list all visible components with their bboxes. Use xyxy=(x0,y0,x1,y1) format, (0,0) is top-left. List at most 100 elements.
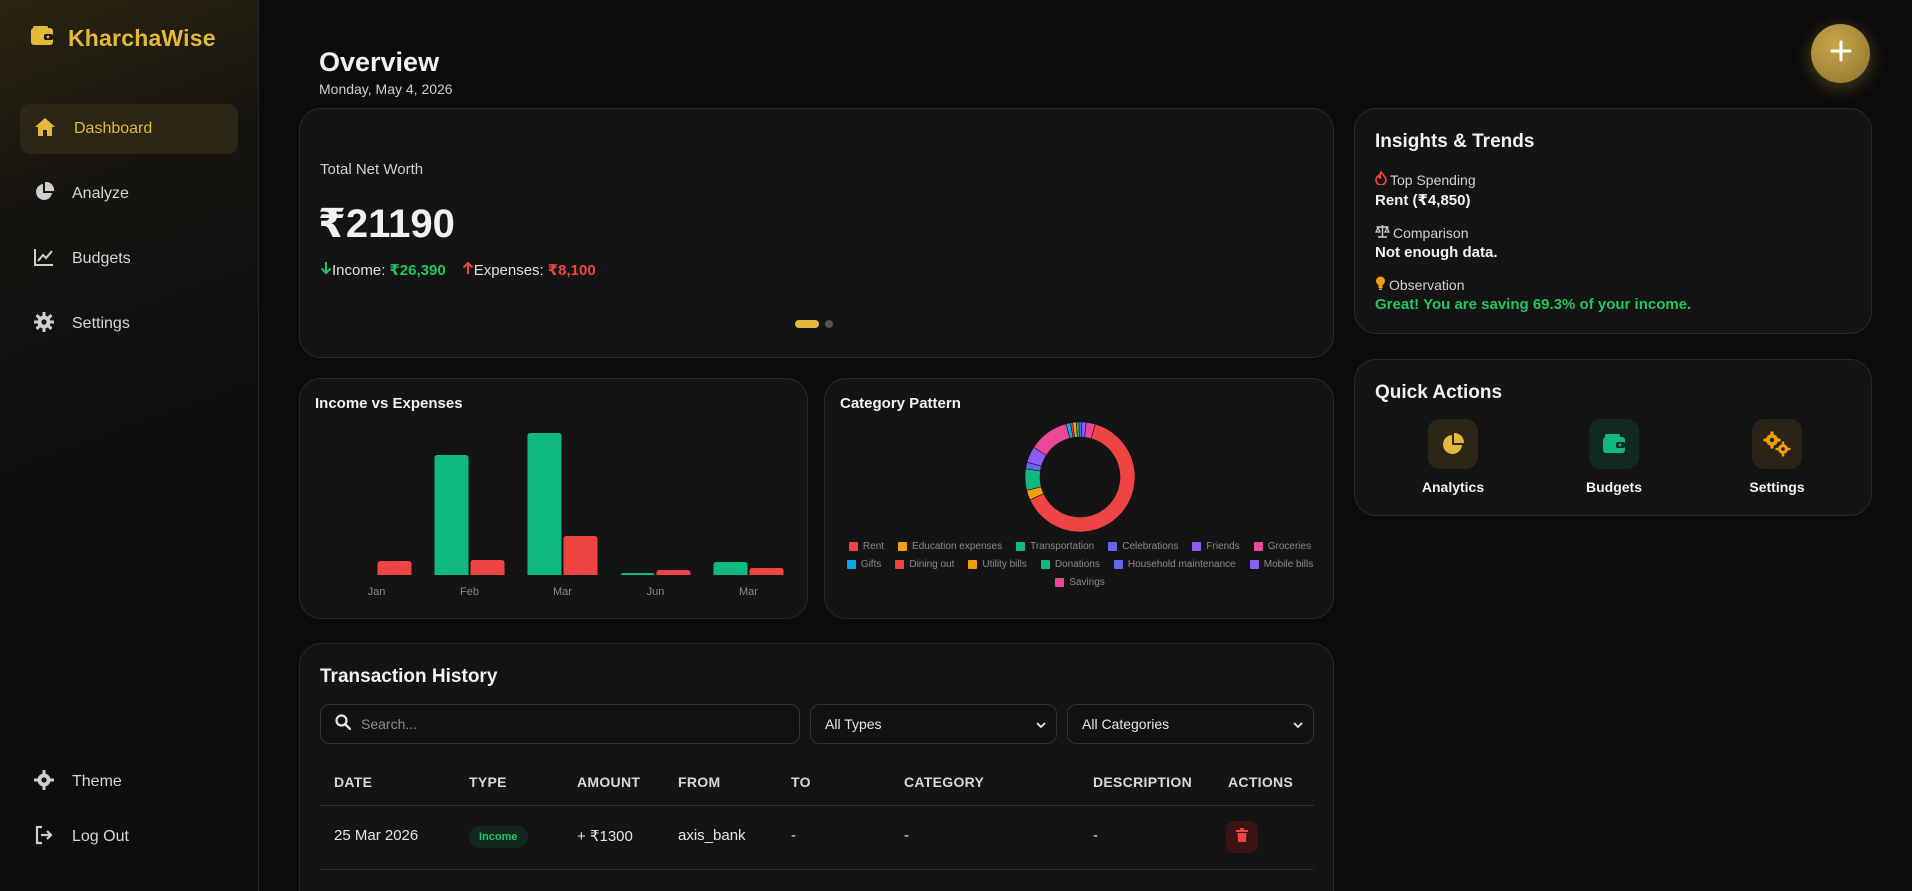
cell-to: - xyxy=(791,827,796,844)
column-header-date[interactable]: DATE xyxy=(334,774,373,790)
top-spending-label: Top Spending xyxy=(1390,171,1476,188)
sidebar-item-label: Analyze xyxy=(72,185,129,202)
pie-slice[interactable] xyxy=(1084,422,1096,439)
bar-expense[interactable] xyxy=(377,561,412,575)
sidebar-item-dashboard[interactable]: Dashboard xyxy=(20,104,238,154)
legend-label: Dining out xyxy=(909,559,955,570)
legend-label: Mobile bills xyxy=(1263,559,1314,570)
bar-income[interactable] xyxy=(620,573,655,576)
legend-item[interactable]: Friends xyxy=(1192,541,1240,552)
table-row[interactable]: 25 Mar 2026 Income + ₹1300 axis_bank - -… xyxy=(320,806,1314,870)
expense-label: Expenses: xyxy=(473,261,544,279)
quick-action-settings[interactable]: Settings xyxy=(1722,419,1832,495)
cell-date: 25 Mar 2026 xyxy=(334,827,419,844)
column-header-category[interactable]: CATEGORY xyxy=(904,774,985,790)
page-date: Monday, May 4, 2026 xyxy=(319,81,453,97)
search-input[interactable] xyxy=(361,716,781,732)
quick-action-label: Settings xyxy=(1749,479,1805,495)
comparison-value: Not enough data. xyxy=(1375,244,1498,261)
legend-label: Household maintenance xyxy=(1127,559,1236,570)
brand[interactable]: KharchaWise xyxy=(30,25,216,52)
type-filter-select[interactable]: All Types xyxy=(810,704,1057,744)
sidebar-item-theme[interactable]: Theme xyxy=(20,757,238,807)
legend-item[interactable]: Dining out xyxy=(895,559,954,570)
income-expense-summary: Income: ₹26,390 Expenses: ₹8,100 xyxy=(320,261,596,279)
lightbulb-icon xyxy=(1375,276,1386,293)
legend-item[interactable]: Mobile bills xyxy=(1249,559,1314,570)
sidebar-item-logout[interactable]: Log Out xyxy=(20,812,238,862)
arrow-down-icon xyxy=(320,261,332,279)
category-filter-select[interactable]: All Categories xyxy=(1067,704,1314,744)
legend-item[interactable]: Gifts xyxy=(846,559,882,570)
insights-title: Insights & Trends xyxy=(1375,131,1535,152)
legend-swatch xyxy=(1249,560,1259,569)
carousel-dot-active[interactable] xyxy=(795,320,819,328)
column-header-from[interactable]: FROM xyxy=(678,774,721,790)
observation-label: Observation xyxy=(1389,276,1465,293)
legend-item[interactable]: Savings xyxy=(1055,577,1105,588)
legend-swatch xyxy=(1108,542,1118,551)
legend-swatch xyxy=(968,560,978,569)
sidebar: KharchaWise Dashboard Analyze Budgets xyxy=(0,0,259,891)
cell-category: - xyxy=(904,827,909,844)
legend-swatch xyxy=(846,560,856,569)
bar-expense[interactable] xyxy=(563,536,598,575)
legend-item[interactable]: Household maintenance xyxy=(1113,559,1236,570)
legend-label: Rent xyxy=(862,541,885,552)
bar-income[interactable] xyxy=(434,455,469,575)
bar-expense[interactable] xyxy=(656,570,691,575)
quick-action-analytics[interactable]: Analytics xyxy=(1398,419,1508,495)
transaction-history-card: Transaction History All Types All Catego… xyxy=(299,643,1334,891)
sidebar-item-analyze[interactable]: Analyze xyxy=(20,169,238,219)
gear-icon xyxy=(34,311,54,337)
chevron-down-icon xyxy=(1036,716,1046,732)
pie-chart-icon xyxy=(34,181,55,207)
sidebar-item-label: Log Out xyxy=(72,828,129,845)
income-value: ₹26,390 xyxy=(389,262,446,279)
legend-item[interactable]: Groceries xyxy=(1253,541,1312,552)
page-title: Overview xyxy=(319,47,440,77)
category-pattern-card: Category Pattern Rent Education expenses T… xyxy=(824,378,1334,619)
sidebar-item-budgets[interactable]: Budgets xyxy=(20,234,238,284)
net-worth-value: ₹21190 xyxy=(318,202,455,246)
pie-slice[interactable] xyxy=(1029,423,1136,533)
quick-actions-card: Quick Actions Analytics Budgets xyxy=(1354,359,1872,516)
bar-expense[interactable] xyxy=(749,568,784,575)
column-header-amount[interactable]: AMOUNT xyxy=(577,774,641,790)
wallet-icon xyxy=(30,25,54,52)
legend-item[interactable]: Education expenses xyxy=(898,541,1002,552)
column-header-type[interactable]: TYPE xyxy=(469,774,507,790)
legend-swatch xyxy=(895,560,905,569)
sidebar-bottom: Theme Log Out xyxy=(20,757,238,867)
column-header-description[interactable]: DESCRIPTION xyxy=(1093,774,1192,790)
net-worth-card: Total Net Worth ₹21190 Income: ₹26,390 E… xyxy=(299,108,1334,358)
carousel-dot[interactable] xyxy=(825,320,833,328)
x-tick-label: Mar xyxy=(553,586,572,598)
scale-icon xyxy=(1375,224,1390,241)
brand-name: KharchaWise xyxy=(68,25,216,51)
legend-item[interactable]: Utility bills xyxy=(968,559,1027,570)
pie-slice[interactable] xyxy=(1033,423,1071,456)
delete-button[interactable] xyxy=(1226,821,1258,853)
quick-action-label: Budgets xyxy=(1586,479,1642,495)
comparison-block: Comparison Not enough data. xyxy=(1375,224,1498,262)
legend-item[interactable]: Transportation xyxy=(1016,541,1094,552)
bar-expense[interactable] xyxy=(470,560,505,575)
sidebar-item-settings[interactable]: Settings xyxy=(20,299,238,349)
quick-action-budgets[interactable]: Budgets xyxy=(1559,419,1669,495)
insights-card: Insights & Trends Top Spending Rent (₹4,… xyxy=(1354,108,1872,334)
gears-icon xyxy=(1752,419,1802,469)
bar-income[interactable] xyxy=(527,433,562,575)
legend-label: Savings xyxy=(1069,577,1105,588)
legend-swatch xyxy=(1253,542,1263,551)
legend-item[interactable]: Donations xyxy=(1040,559,1100,570)
legend-label: Groceries xyxy=(1267,541,1312,552)
legend-item[interactable]: Celebrations xyxy=(1108,541,1178,552)
legend-label: Gifts xyxy=(860,559,882,570)
bar-income[interactable] xyxy=(713,562,748,575)
legend-label: Friends xyxy=(1206,541,1240,552)
column-header-to[interactable]: TO xyxy=(791,774,811,790)
legend-item[interactable]: Rent xyxy=(848,541,885,552)
pie-slice[interactable] xyxy=(1024,468,1042,491)
add-transaction-button[interactable] xyxy=(1811,24,1870,83)
